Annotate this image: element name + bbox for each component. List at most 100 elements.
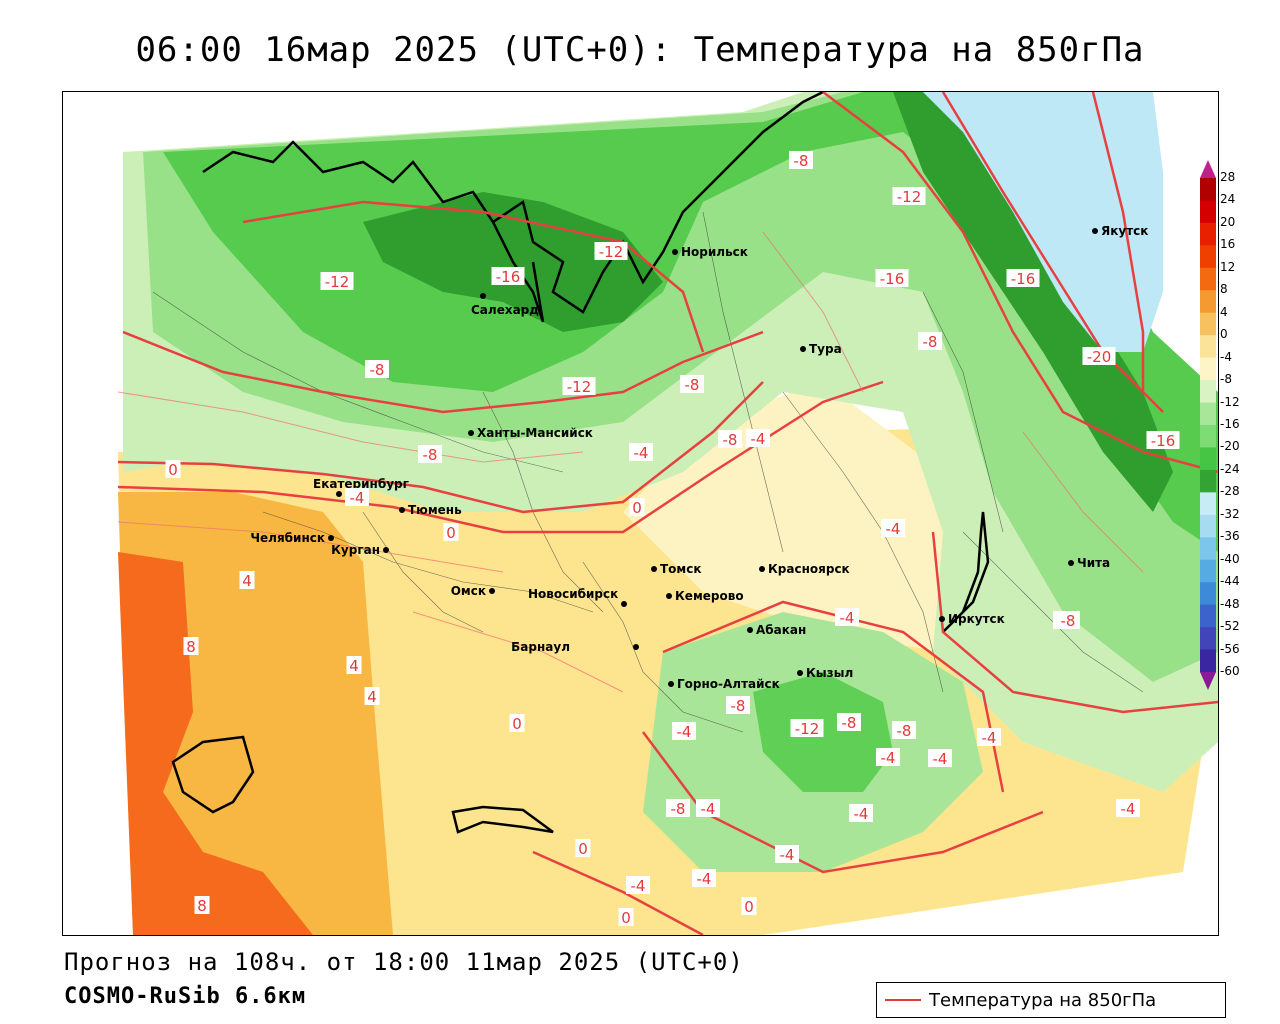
city-label: Иркутск [948,612,1005,626]
isotherm-label: -16 [1011,270,1036,288]
isotherm-label: -20 [1087,348,1112,366]
isotherm-label-bg [1082,347,1116,365]
city-dot [480,293,486,299]
colorbar-tick-label: -44 [1220,574,1240,589]
isotherm-label: -16 [1151,432,1176,450]
isotherm-label: 4 [349,657,359,675]
colorbar-segment [1200,245,1216,269]
isotherm-label: -4 [697,870,712,888]
colorbar-segment [1200,380,1216,404]
colorbar-tick-label: -16 [1220,417,1240,431]
colorbar-tick-label: -12 [1220,394,1240,409]
city-dot [383,547,389,553]
isotherm-label-bg [346,656,362,674]
city-dot [797,670,803,676]
colorbar-segment [1200,627,1216,651]
city-label: Омск [451,584,486,598]
isotherm-label-bg [594,242,628,260]
colorbar-tick-label: 24 [1220,192,1236,207]
isotherm-label-bg [790,719,824,737]
city-dot [336,491,342,497]
isotherm-label: 8 [186,638,196,656]
isotherm-label: -4 [751,430,766,448]
isotherm-label: 0 [744,898,754,916]
isotherm-label-bg [680,375,704,393]
isotherm-label-bg [365,360,389,378]
temperature-map: Салехард Норильск Якутск Тура Ханты-Мансийск… [63,92,1218,935]
legend: Температура на 850гПа [876,982,1226,1018]
isotherm-label: -4 [886,520,901,538]
isotherm-label: -16 [880,270,905,288]
colorbar-segment [1200,537,1216,561]
isotherm-label: -4 [1121,800,1136,818]
isotherm-label-bg [928,749,952,767]
isotherm-label: -4 [677,723,692,741]
colorbar-bottom-arrow [1200,672,1216,690]
city-dot [666,593,672,599]
city-dot [747,627,753,633]
forecast-info: Прогноз на 108ч. от 18:00 11мар 2025 (UT… [64,948,744,976]
yamal-coast [491,221,545,323]
isotherm-label: -12 [795,720,820,738]
isotherm-label: -4 [881,749,896,767]
isotherm-label-bg [666,799,690,817]
city-dot [399,507,405,513]
city-label: Кызыл [806,666,853,680]
colorbar-tick-label: 8 [1220,282,1228,297]
isotherm-label: -16 [496,268,521,286]
isotherm-label: -8 [723,431,738,449]
isotherm-label-bg [775,845,799,863]
colorbar-segment [1200,200,1216,224]
isotherm-label: -12 [599,243,624,261]
city-dot [800,346,806,352]
isotherm-label-bg [364,687,380,705]
isotherm-label-bg [629,498,645,516]
colorbar-tick-label: -40 [1220,551,1240,566]
zone-4-to-8 [118,492,393,935]
isotherm-label: -8 [794,152,809,170]
admin-borders [152,211,1144,733]
colorbar-segment [1200,357,1216,381]
isotherm-label-bg [575,839,591,857]
isotherm-label-bg [239,571,255,589]
isotherm-label: -4 [631,877,646,895]
city-label: Барнаул [511,640,570,654]
colorbar-tick-label: 16 [1220,237,1236,252]
isotherm-label-bg [491,267,525,285]
city-label: Красноярск [768,562,850,576]
colorbar-segment [1200,290,1216,314]
map-panel: Салехард Норильск Якутск Тура Ханты-Мансийск… [62,91,1219,936]
colorbar-top-arrow [1200,160,1216,178]
minor-isotherms [117,231,1144,693]
isotherm-label: 0 [168,461,178,479]
isotherm-label-bg [509,714,525,732]
isotherm-label: 0 [578,840,588,858]
isotherm-label-bg [849,804,873,822]
colorbar-tick-label: -8 [1220,372,1232,387]
isotherm-labels: -8-12-16-12 -16-8-12-16-20-8-8-12-8-160-4… [165,151,1180,927]
city-label: Якутск [1101,224,1148,238]
isotherm-label: 4 [367,688,377,706]
isotherm-label: -12 [325,273,350,291]
city-label: Челябинск [250,531,325,545]
zone-8-plus [118,552,313,935]
city-dot [328,535,334,541]
isotherm-label-bg [1006,269,1040,287]
isotherm-label-bg [1056,611,1080,629]
isotherm-label: 0 [446,524,456,542]
isotherm-label: -4 [634,444,649,462]
map-title: 06:00 16мар 2025 (UTC+0): Температура на… [135,30,1145,70]
colorbar-tick-label: 28 [1220,170,1236,184]
colorbar-segment [1200,469,1216,493]
isotherm-label: 8 [197,897,207,915]
colorbar-segment [1200,447,1216,471]
legend-label: Температура на 850гПа [929,989,1157,1011]
isotherm-label: -8 [897,722,912,740]
city-dot [939,616,945,622]
isotherm-label-bg [320,272,354,290]
colorbar-tick-label: -36 [1220,529,1240,544]
colorbar-tick-label: -32 [1220,506,1240,521]
city-dot [633,644,639,650]
isotherm-label-bg [876,748,900,766]
isotherm-label-bg [618,908,634,926]
